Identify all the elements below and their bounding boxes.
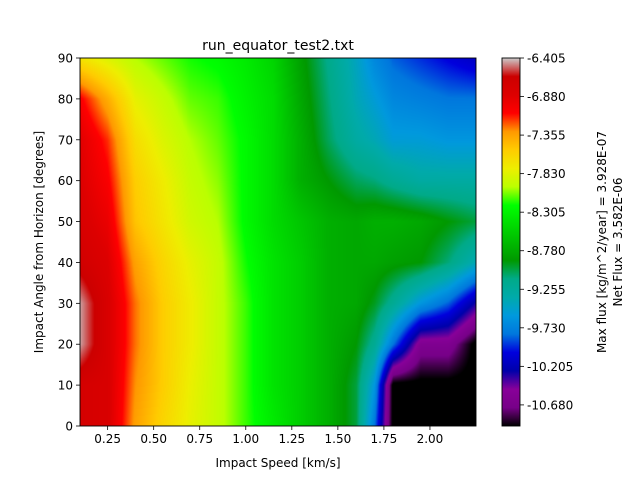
y-tick-label: 90 [58,52,73,66]
colorbar-tick-label: -9.255 [527,283,566,297]
chart-title: run_equator_test2.txt [202,38,354,54]
plot-frame [79,57,477,427]
colorbar-tick-label: -6.880 [527,90,566,104]
y-axis-label: Impact Angle from Horizon [degrees] [32,131,46,353]
colorbar-tick-label: -10.205 [527,360,573,374]
y-tick-label: 10 [58,379,73,393]
heatmap-plot [80,58,476,426]
y-tick-label: 80 [58,92,73,106]
y-tick-label: 60 [58,174,73,188]
x-tick-label: 2.00 [417,432,444,446]
x-axis-label: Impact Speed [km/s] [215,456,340,470]
colorbar-tick-label: -8.305 [527,206,566,220]
y-axis-ticks: 0 10 20 30 40 50 60 70 80 90 [58,52,80,434]
y-tick-label: 50 [58,215,73,229]
colorbar-tick-label: -9.730 [527,321,566,335]
colorbar-tick-label: -7.830 [527,167,566,181]
colorbar-label-net-flux: Net Flux = 3.582E-06 [611,177,625,306]
colorbar-tick-label: -8.780 [527,244,566,258]
x-tick-label: 1.75 [371,432,398,446]
colorbar [501,57,521,427]
x-tick-label: 1.25 [278,432,305,446]
x-axis-ticks: 0.25 0.50 0.75 1.00 1.25 1.50 1.75 2.00 [94,426,443,446]
y-tick-label: 40 [58,256,73,270]
colorbar-label-max-flux: Max flux [kg/m^2/year] = 3.928E-07 [595,131,609,353]
x-tick-label: 0.50 [140,432,167,446]
colorbar-tick-label: -6.405 [527,52,566,66]
x-tick-label: 0.75 [186,432,213,446]
y-tick-label: 0 [65,420,73,434]
colorbar-ticks: -6.405 -6.880 -7.355 -7.830 -8.305 -8.780 -9.2… [520,52,573,412]
x-tick-label: 1.50 [325,432,352,446]
y-tick-label: 30 [58,297,73,311]
colorbar-tick-label: -7.355 [527,129,566,143]
y-tick-label: 20 [58,338,73,352]
colorbar-tick-label: -10.680 [527,398,573,412]
x-tick-label: 1.00 [232,432,259,446]
x-tick-label: 0.25 [94,432,121,446]
y-tick-label: 70 [58,133,73,147]
